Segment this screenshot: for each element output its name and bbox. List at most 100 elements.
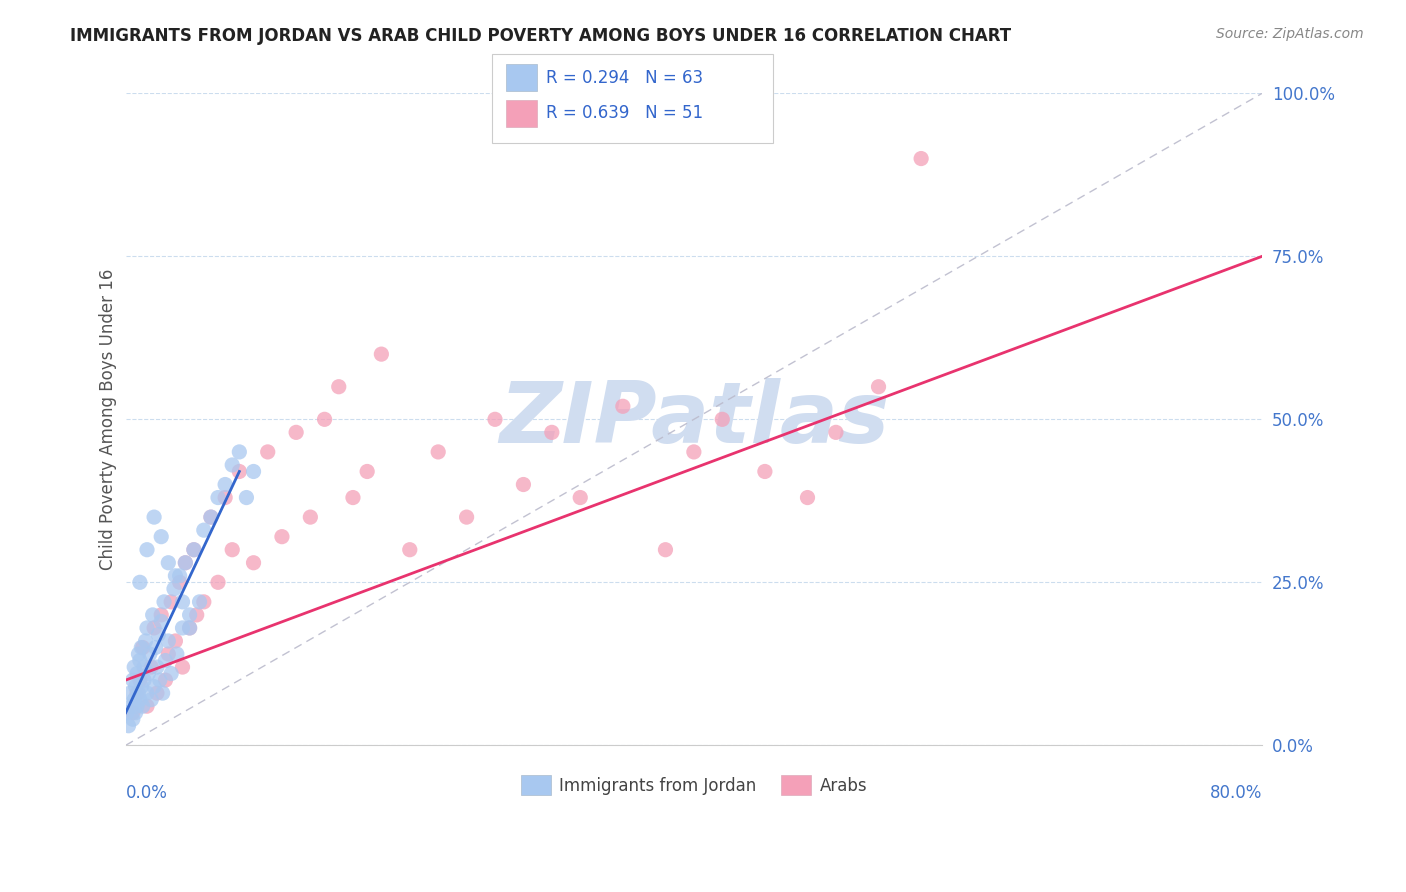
Point [157,647,180,661]
Text: 0.0%: 0.0% [125,784,167,803]
Point [136,542,159,557]
Point [328,380,350,394]
Point [125,666,148,681]
Point [825,425,848,440]
Point [132,640,155,655]
Point [124,706,146,720]
Point [131,680,153,694]
Point [179,607,201,622]
Point [149,673,172,687]
Point [134,673,156,687]
Point [228,465,250,479]
Point [135,634,157,648]
Point [165,569,187,583]
Point [166,647,188,661]
Text: ZIPatlas: ZIPatlas [499,378,889,461]
Point [183,542,205,557]
Point [157,634,180,648]
Text: R = 0.639   N = 51: R = 0.639 N = 51 [546,104,703,122]
Point [179,621,201,635]
Point [711,412,734,426]
Point [183,542,205,557]
Point [138,666,160,681]
Point [129,673,152,687]
Point [165,634,187,648]
Point [188,595,211,609]
Point [122,692,145,706]
Point [200,510,222,524]
Point [398,542,420,557]
Point [200,510,222,524]
Point [221,458,243,472]
Point [125,699,148,714]
Point [271,530,294,544]
Text: 80.0%: 80.0% [1209,784,1263,803]
Point [512,477,534,491]
Point [242,556,264,570]
Point [207,575,229,590]
Point [427,445,450,459]
Point [157,556,180,570]
Point [129,654,152,668]
Point [484,412,506,426]
Point [540,425,562,440]
Point [654,542,676,557]
Point [612,399,634,413]
Point [152,686,174,700]
Point [193,523,215,537]
Point [256,445,278,459]
Point [136,699,159,714]
Point [125,686,148,700]
Point [145,640,167,655]
Point [235,491,257,505]
Point [129,692,152,706]
Point [174,556,197,570]
Point [214,491,236,505]
Point [179,621,201,635]
Point [139,647,162,661]
Point [148,627,170,641]
Point [115,706,138,720]
Point [796,491,818,505]
Text: IMMIGRANTS FROM JORDAN VS ARAB CHILD POVERTY AMONG BOYS UNDER 16 CORRELATION CHA: IMMIGRANTS FROM JORDAN VS ARAB CHILD POV… [70,27,1011,45]
Point [160,595,183,609]
Point [124,680,146,694]
Point [136,621,159,635]
Point [754,465,776,479]
Point [120,699,142,714]
Point [172,595,194,609]
Point [207,491,229,505]
Point [370,347,392,361]
Point [150,607,173,622]
Point [132,699,155,714]
Point [169,575,191,590]
Point [117,719,139,733]
Point [141,692,163,706]
Point [155,673,177,687]
Point [314,412,336,426]
Point [153,595,176,609]
Point [127,647,149,661]
Point [155,654,177,668]
Text: Source: ZipAtlas.com: Source: ZipAtlas.com [1216,27,1364,41]
Point [242,465,264,479]
Point [143,510,166,524]
Point [214,477,236,491]
Point [121,712,143,726]
Point [121,673,143,687]
Point [342,491,364,505]
Point [134,660,156,674]
Point [127,686,149,700]
Point [143,680,166,694]
Point [131,640,153,655]
Point [146,660,169,674]
Point [129,575,152,590]
Point [143,621,166,635]
Point [186,607,208,622]
Point [122,660,145,674]
Point [456,510,478,524]
Point [356,465,378,479]
Point [299,510,322,524]
Point [160,666,183,681]
Text: R = 0.294   N = 63: R = 0.294 N = 63 [546,69,703,87]
